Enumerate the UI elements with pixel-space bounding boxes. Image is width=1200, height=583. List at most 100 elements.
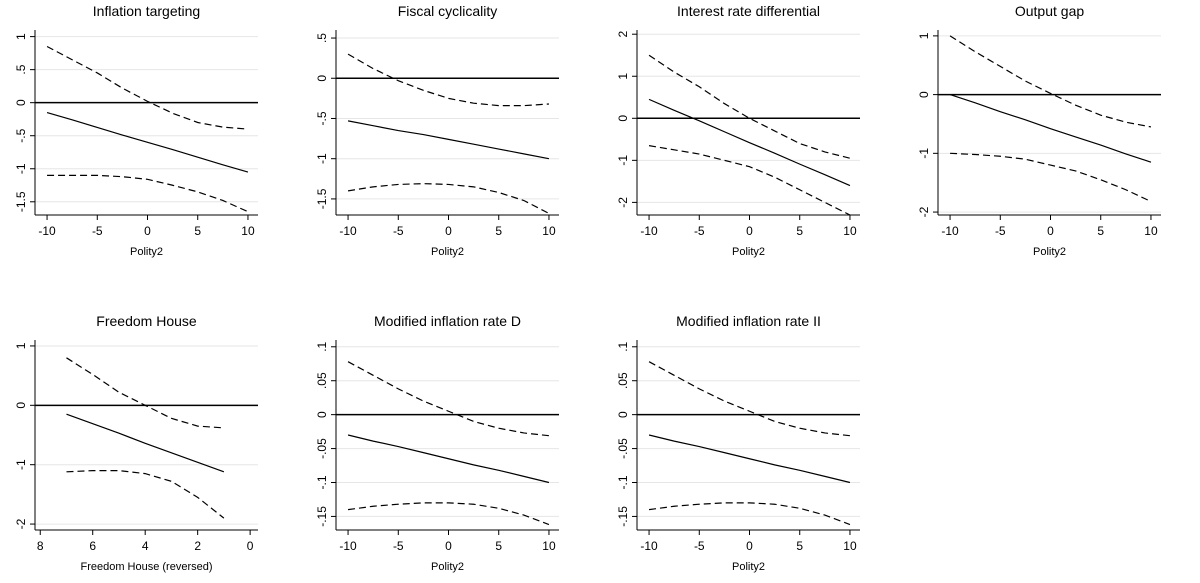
x-tick-label: 10: [1144, 224, 1158, 238]
y-tick-label: -.1: [616, 475, 630, 489]
y-tick-label: 0: [917, 91, 931, 98]
y-tick-label: -.15: [315, 506, 329, 527]
series-line: [648, 361, 851, 437]
y-tick-label: 0: [14, 99, 28, 106]
series-line: [347, 361, 550, 437]
panel-title: Output gap: [1015, 3, 1084, 19]
y-tick-label: -1: [917, 148, 931, 159]
y-tick-label: -.15: [616, 506, 630, 527]
x-tick-label: 10: [843, 539, 857, 553]
x-tick-label: -5: [694, 224, 705, 238]
panel-title: Freedom House: [96, 313, 197, 329]
x-tick-label: 4: [142, 539, 149, 553]
panel-title: Fiscal cyclicality: [398, 3, 498, 19]
x-tick-label: -5: [393, 539, 404, 553]
y-tick-label: -1: [616, 155, 630, 166]
series-line: [648, 434, 851, 484]
x-tick-label: 0: [1047, 224, 1054, 238]
x-tick-label: 8: [37, 539, 44, 553]
y-tick-label: 1: [616, 73, 630, 80]
series-line: [66, 470, 225, 519]
series-line: [46, 45, 249, 130]
y-tick-label: -1: [14, 459, 28, 470]
y-tick-label: 0: [616, 411, 630, 418]
y-tick-label: -1: [14, 163, 28, 174]
x-tick-label: 5: [495, 224, 502, 238]
series-line: [347, 434, 550, 484]
y-tick-label: -2: [14, 518, 28, 529]
y-tick-label: -1.5: [14, 191, 28, 212]
panel: Interest rate differential 2 1 0 -1 -2 -10 -5 0 5…: [616, 3, 860, 258]
y-tick-label: 1: [917, 32, 931, 39]
y-tick-label: -.5: [14, 128, 28, 142]
x-tick-label: 10: [542, 224, 556, 238]
x-axis-label: Polity2: [1033, 246, 1066, 258]
y-tick-label: .1: [315, 341, 329, 351]
panel: Modified inflation rate II .1 .05 0 -.05 -.1 -…: [616, 313, 860, 573]
panel-title: Modified inflation rate II: [676, 313, 821, 329]
series-line: [648, 502, 851, 526]
series-line: [66, 357, 224, 429]
series-line: [648, 54, 851, 159]
x-tick-label: -5: [995, 224, 1006, 238]
panel-title: Modified inflation rate D: [374, 313, 521, 329]
y-tick-label: -1: [315, 153, 329, 164]
x-tick-label: 0: [746, 224, 753, 238]
panel: Fiscal cyclicality .5 0 -.5 -1 -1.5 -10 -5 0 5 10 P…: [315, 3, 559, 258]
y-tick-label: 1: [14, 33, 28, 40]
x-tick-label: -5: [694, 539, 705, 553]
x-tick-label: 0: [445, 224, 452, 238]
x-tick-label: 0: [746, 539, 753, 553]
y-tick-label: .05: [315, 372, 329, 389]
series-line: [347, 120, 550, 160]
x-tick-label: -10: [339, 539, 357, 553]
x-tick-label: 6: [89, 539, 96, 553]
x-axis-label: Freedom House (reversed): [80, 561, 212, 573]
x-axis-label: Polity2: [732, 246, 765, 258]
panel-title: Inflation targeting: [93, 3, 200, 19]
x-tick-label: 5: [796, 224, 803, 238]
x-tick-label: -10: [339, 224, 357, 238]
y-tick-label: 0: [14, 402, 28, 409]
y-tick-label: .05: [616, 372, 630, 389]
panel: Modified inflation rate D .1 .05 0 -.05 -.1 -.…: [315, 313, 559, 573]
x-tick-label: -10: [640, 539, 658, 553]
series-line: [949, 35, 1152, 128]
x-tick-label: 2: [194, 539, 201, 553]
series-line: [648, 98, 851, 187]
x-tick-label: -5: [393, 224, 404, 238]
x-tick-label: 0: [445, 539, 452, 553]
x-tick-label: 5: [495, 539, 502, 553]
y-tick-label: -2: [616, 197, 630, 208]
y-tick-label: 0: [315, 75, 329, 82]
y-tick-label: .5: [14, 64, 28, 74]
y-tick-label: 0: [315, 411, 329, 418]
series-line: [47, 174, 249, 213]
y-tick-label: 2: [616, 31, 630, 38]
y-tick-label: -.05: [616, 438, 630, 459]
panel: Freedom House 1 0 -1 -2 8 6 4 2 0 Freedom House (r…: [14, 313, 258, 573]
y-tick-label: -.5: [315, 111, 329, 125]
y-tick-label: 1: [14, 342, 28, 349]
series-line: [66, 413, 225, 473]
y-tick-label: 0: [616, 115, 630, 122]
x-tick-label: -10: [640, 224, 658, 238]
y-tick-label: .5: [315, 33, 329, 43]
series-line: [648, 145, 851, 216]
y-tick-label: -.05: [315, 438, 329, 459]
x-tick-label: 10: [542, 539, 556, 553]
x-tick-label: -5: [92, 224, 103, 238]
y-tick-label: -.1: [315, 475, 329, 489]
y-tick-label: -1.5: [315, 188, 329, 209]
panel-title: Interest rate differential: [677, 3, 820, 19]
series-line: [347, 502, 550, 526]
x-axis-label: Polity2: [130, 246, 163, 258]
x-tick-label: 5: [1097, 224, 1104, 238]
series-line: [347, 183, 550, 214]
x-tick-label: 0: [247, 539, 254, 553]
x-tick-label: 5: [796, 539, 803, 553]
series-line: [950, 152, 1152, 203]
x-axis-label: Polity2: [431, 561, 464, 573]
x-axis-label: Polity2: [431, 246, 464, 258]
